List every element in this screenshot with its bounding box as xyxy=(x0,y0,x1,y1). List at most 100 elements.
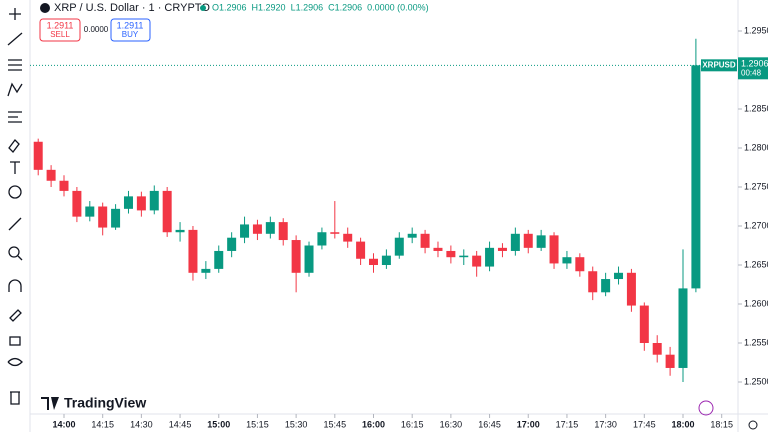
candle-body xyxy=(691,65,701,289)
candle-body xyxy=(149,190,159,211)
x-tick-label: 15:45 xyxy=(324,419,347,429)
sell-price: 1.2911 xyxy=(47,20,74,30)
candle-body xyxy=(240,224,250,238)
candle-body xyxy=(188,229,198,273)
sell-button[interactable] xyxy=(39,18,81,42)
x-tick-label: 16:30 xyxy=(440,419,463,429)
x-tick-label: 18:00 xyxy=(671,419,694,429)
buy-label: BUY xyxy=(122,30,139,39)
candle-body xyxy=(98,206,108,228)
x-tick-label: 14:45 xyxy=(169,419,192,429)
candle-body xyxy=(407,233,417,238)
candle-body xyxy=(420,233,430,248)
candle-body xyxy=(33,141,43,170)
chart-title[interactable]: XRP / U.S. Dollar · 1 · CRYPTO xyxy=(54,2,210,14)
candle-body xyxy=(356,241,366,259)
candle-body xyxy=(626,272,636,306)
price-tag xyxy=(738,57,768,80)
candle-body xyxy=(201,268,211,273)
candle-body xyxy=(639,305,649,343)
candle-body xyxy=(227,237,237,251)
x-tick-label: 14:15 xyxy=(91,419,114,429)
y-tick-label: 1.2750 xyxy=(744,181,768,191)
candle-body xyxy=(601,279,611,293)
candle-body xyxy=(46,169,56,181)
x-tick-label: 17:45 xyxy=(633,419,656,429)
candle-body xyxy=(175,229,185,233)
toolbar-icons[interactable] xyxy=(7,8,23,405)
x-tick-label: 17:15 xyxy=(556,419,579,429)
y-tick-label: 1.2700 xyxy=(744,220,768,230)
candle-body xyxy=(459,255,469,258)
candle-body xyxy=(317,232,327,246)
x-tick-label: 16:00 xyxy=(362,419,385,429)
candle-body xyxy=(575,257,585,272)
candle-body xyxy=(510,233,520,251)
candle-body xyxy=(588,271,598,293)
candle-body xyxy=(549,235,559,264)
y-tick-label: 1.2600 xyxy=(744,298,768,308)
x-tick-label: 15:15 xyxy=(246,419,269,429)
y-tick-label: 1.2550 xyxy=(744,337,768,347)
candle-body xyxy=(214,250,224,269)
symbol-icon xyxy=(40,3,50,13)
symbol-label: XRPUSD xyxy=(702,60,736,69)
sell-label: SELL xyxy=(50,30,70,39)
last-price-label: 1.2906 xyxy=(741,59,768,69)
assistant-icon[interactable] xyxy=(698,400,714,416)
countdown: 00:48 xyxy=(741,68,762,77)
candle-body xyxy=(304,245,314,273)
candle-body xyxy=(394,237,404,256)
candle-body xyxy=(162,190,172,233)
candle-body xyxy=(433,247,443,251)
y-tick-label: 1.2500 xyxy=(744,376,768,386)
candle-body xyxy=(369,258,378,265)
symbol-tag xyxy=(701,59,737,72)
candle-body xyxy=(485,247,495,267)
candle-body xyxy=(497,247,507,251)
x-tick-label: 17:00 xyxy=(517,419,540,429)
x-tick-label: 16:15 xyxy=(401,419,424,429)
x-tick-label: 14:00 xyxy=(52,419,75,429)
status-dot xyxy=(200,5,206,11)
y-tick-label: 1.2950 xyxy=(744,25,768,35)
x-tick-label: 15:00 xyxy=(207,419,230,429)
candle-body xyxy=(59,180,69,191)
ohlc-value: H1.2920 xyxy=(252,2,286,12)
candle-body xyxy=(136,196,146,211)
buy-button[interactable] xyxy=(110,18,151,42)
y-tick-label: 1.2650 xyxy=(744,259,768,269)
settings-icon[interactable] xyxy=(748,420,758,430)
candle-body xyxy=(652,343,662,355)
y-tick-label: 1.2800 xyxy=(744,142,768,152)
candle-body xyxy=(123,196,133,209)
candle-body xyxy=(291,240,301,273)
candle-body xyxy=(614,272,624,280)
candle-body xyxy=(536,235,546,248)
toolbar xyxy=(0,0,30,432)
candle-body xyxy=(562,257,572,264)
buy-price: 1.2911 xyxy=(117,20,144,30)
x-tick-label: 16:45 xyxy=(478,419,501,429)
candle-body xyxy=(330,232,340,234)
candle-body xyxy=(111,208,121,228)
candle-body xyxy=(381,255,391,265)
x-tick-label: 17:30 xyxy=(594,419,617,429)
ohlc-value: C1.2906 xyxy=(328,2,362,12)
logo-mark xyxy=(41,397,59,410)
x-tick-label: 14:30 xyxy=(130,419,153,429)
candle-body xyxy=(72,190,82,217)
candle-body xyxy=(665,354,675,368)
spread: 0.0000 xyxy=(84,25,109,34)
candle-body xyxy=(472,255,482,267)
ohlc-value: L1.2906 xyxy=(291,2,324,12)
candle-body xyxy=(678,288,688,368)
y-tick-label: 1.2850 xyxy=(744,103,768,113)
candle-body xyxy=(278,222,288,241)
ohlc-value: O1.2906 xyxy=(212,2,247,12)
x-tick-label: 18:15 xyxy=(710,419,733,429)
logo[interactable]: TradingView xyxy=(64,395,146,411)
x-tick-label: 15:30 xyxy=(285,419,308,429)
